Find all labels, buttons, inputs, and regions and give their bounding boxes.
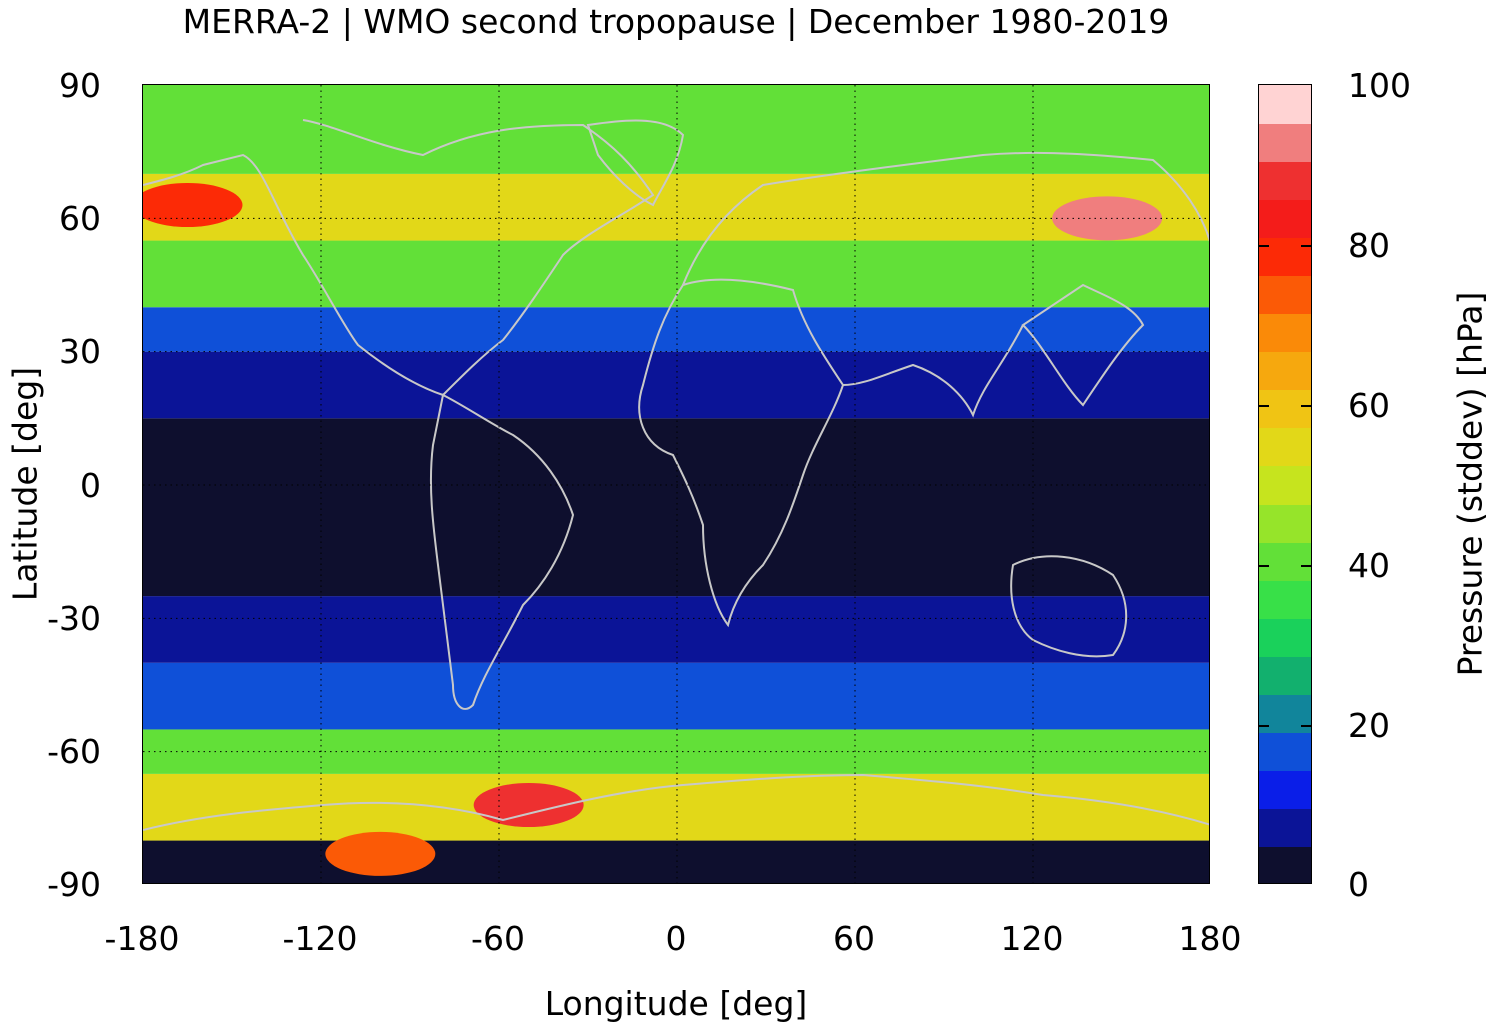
colorbar-segment <box>1259 808 1311 848</box>
colorbar-segment <box>1259 389 1311 429</box>
field-band <box>143 418 1209 597</box>
colorbar-tick <box>1259 245 1269 247</box>
field-hotspot <box>325 831 436 876</box>
colorbar-tick <box>1259 725 1269 727</box>
colorbar-tick-label: 40 <box>1348 546 1390 585</box>
field-band <box>143 351 1209 419</box>
colorbar-segment <box>1259 275 1311 315</box>
colorbar-tick-label: 60 <box>1348 386 1390 425</box>
colorbar-tick-label: 20 <box>1348 706 1390 745</box>
colorbar-segment <box>1259 732 1311 772</box>
coastline-eurasia <box>682 151 1209 418</box>
x-tick-label: 180 <box>1178 919 1242 958</box>
y-tick-label: -30 <box>47 599 101 638</box>
y-tick-label: -90 <box>47 865 101 904</box>
colorbar-segment <box>1259 161 1311 200</box>
x-tick-label: 0 <box>665 919 687 958</box>
colorbar-segment <box>1259 351 1311 391</box>
heatmap-field <box>143 85 1209 883</box>
colorbar-segment <box>1259 504 1311 543</box>
field-hotspot <box>473 783 584 827</box>
x-axis-label: Longitude [deg] <box>544 984 808 1023</box>
field-hotspot <box>1052 196 1163 241</box>
colorbar-label: Pressure (stddev) [hPa] <box>1450 291 1490 677</box>
y-tick-label: 30 <box>59 332 101 371</box>
field-hotspot <box>143 183 243 227</box>
colorbar-tick <box>1301 245 1311 247</box>
colorbar-tick <box>1301 725 1311 727</box>
colorbar-segment <box>1259 85 1311 124</box>
field-hotspots <box>143 183 1163 876</box>
colorbar-segment <box>1259 427 1311 467</box>
colorbar-tick-label: 0 <box>1348 865 1369 904</box>
x-tick-label: -60 <box>471 919 525 958</box>
map-gridlines <box>143 85 1209 883</box>
x-tick-label: -120 <box>282 919 358 958</box>
colorbar-segment <box>1259 656 1311 696</box>
colorbar-tick <box>1301 565 1311 567</box>
colorbar-segment <box>1259 770 1311 810</box>
coastline-greenland <box>586 119 685 207</box>
colorbar-tick <box>1259 405 1269 407</box>
field-band <box>143 307 1209 352</box>
colorbar <box>1258 84 1312 884</box>
colorbar-segment <box>1259 542 1311 581</box>
colorbar-tick <box>1301 405 1311 407</box>
colorbar-segment <box>1259 313 1311 353</box>
y-tick-label: 0 <box>80 466 101 505</box>
colorbar-tick-label: 80 <box>1348 226 1390 265</box>
y-tick-label: 90 <box>59 66 101 105</box>
colorbar-segment <box>1259 199 1311 238</box>
coastline-north-america <box>143 119 655 397</box>
colorbar-tick-label: 100 <box>1348 66 1411 105</box>
x-tick-label: -180 <box>104 919 180 958</box>
coastlines <box>143 119 1209 831</box>
chart-title: MERRA-2 | WMO second tropopause | Decemb… <box>182 2 1170 41</box>
coastline-antarctica <box>143 773 1209 831</box>
x-tick-label: 60 <box>833 919 875 958</box>
colorbar-segment <box>1259 123 1311 162</box>
y-axis-label: Latitude [deg] <box>5 366 45 602</box>
colorbar-segment <box>1259 580 1311 619</box>
coastline-australia <box>1010 555 1128 658</box>
y-tick-label: -60 <box>47 732 101 771</box>
coastline-south-america <box>429 393 575 710</box>
colorbar-segment <box>1259 846 1311 883</box>
colorbar-segment <box>1259 618 1311 657</box>
colorbar-tick <box>1259 565 1269 567</box>
colorbar-segment <box>1259 465 1311 505</box>
y-tick-label: 60 <box>59 199 101 238</box>
colorbar-segment <box>1259 237 1311 276</box>
map-plot-area <box>142 84 1210 884</box>
colorbar-segment <box>1259 694 1311 734</box>
coastline-africa <box>638 278 845 628</box>
x-tick-label: 120 <box>1000 919 1064 958</box>
